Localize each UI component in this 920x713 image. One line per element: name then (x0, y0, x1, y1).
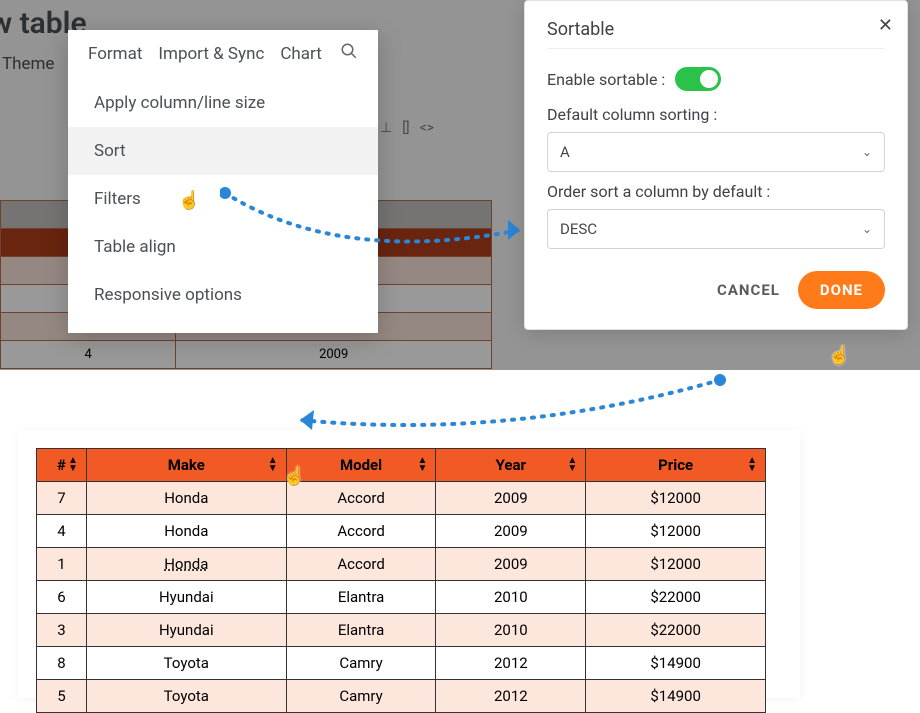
table-row: 5ToyotaCamry2012$14900 (37, 680, 766, 713)
dialog-title: Sortable (547, 19, 885, 40)
default-column-value: A (560, 143, 570, 161)
chevron-down-icon: ⌄ (862, 145, 872, 159)
sort-icon: ▲▼ (567, 457, 577, 473)
sort-icon: ▲▼ (747, 457, 757, 473)
menu-item-responsive[interactable]: Responsive options (68, 271, 378, 319)
toolbar-fragment: ⊥ [] <> (380, 120, 434, 136)
chevron-down-icon: ⌄ (862, 222, 872, 236)
order-select[interactable]: DESC ⌄ (547, 209, 885, 249)
annotation-arrow-2 (290, 370, 730, 440)
menu-item-apply-size[interactable]: Apply column/line size (68, 79, 378, 127)
table-row: 6HyundaiElantra2010$22000 (37, 581, 766, 614)
fullscreen-icon[interactable]: [] (402, 120, 409, 136)
sort-icon: ▲▼ (68, 457, 78, 473)
default-column-select[interactable]: A ⌄ (547, 132, 885, 172)
col-header-model[interactable]: Model▲▼ (286, 449, 436, 482)
table-row: 3HyundaiElantra2010$22000 (37, 614, 766, 647)
col-header-index[interactable]: #▲▼ (37, 449, 87, 482)
menu-item-sort[interactable]: Sort (68, 127, 378, 175)
cancel-button[interactable]: CANCEL (717, 281, 780, 299)
table-row: 1HondaAccord2009$12000 (37, 548, 766, 581)
col-header-year[interactable]: Year▲▼ (436, 449, 586, 482)
search-icon[interactable] (340, 42, 358, 65)
enable-sortable-label: Enable sortable : (547, 70, 665, 89)
enable-sortable-toggle[interactable] (675, 67, 721, 91)
sortable-dialog: ✕ Sortable Enable sortable : Default col… (524, 0, 908, 330)
result-panel: #▲▼ Make▲▼ Model▲▼ Year▲▼ Price▲▼ 7Honda… (18, 430, 800, 698)
code-icon[interactable]: <> (420, 120, 434, 136)
col-header-price[interactable]: Price▲▼ (586, 449, 766, 482)
order-value: DESC (560, 220, 597, 238)
menu-top-import[interactable]: Import & Sync (158, 44, 264, 64)
format-dropdown-menu: Format Import & Sync Chart Apply column/… (68, 30, 378, 333)
sort-icon: ▲▼ (268, 457, 278, 473)
table-row: 42009 (1, 341, 492, 369)
divider (547, 48, 885, 49)
order-label: Order sort a column by default : (547, 182, 885, 201)
col-header-make[interactable]: Make▲▼ (86, 449, 286, 482)
table-row: 4HondaAccord2009$12000 (37, 515, 766, 548)
sort-icon: ▲▼ (418, 457, 428, 473)
close-icon[interactable]: ✕ (878, 15, 893, 36)
menu-top-format[interactable]: Format (88, 44, 142, 64)
default-column-label: Default column sorting : (547, 105, 885, 124)
tab-theme[interactable]: Theme (0, 50, 56, 78)
align-bottom-icon[interactable]: ⊥ (380, 120, 392, 136)
annotation-arrow-1 (220, 185, 540, 265)
top-tabs: Theme (0, 50, 56, 78)
table-row: 7HondaAccord2009$12000 (37, 482, 766, 515)
table-row: 8ToyotaCamry2012$14900 (37, 647, 766, 680)
result-table: #▲▼ Make▲▼ Model▲▼ Year▲▼ Price▲▼ 7Honda… (36, 448, 766, 713)
done-button[interactable]: DONE (798, 271, 885, 309)
menu-top-chart[interactable]: Chart (280, 44, 321, 64)
